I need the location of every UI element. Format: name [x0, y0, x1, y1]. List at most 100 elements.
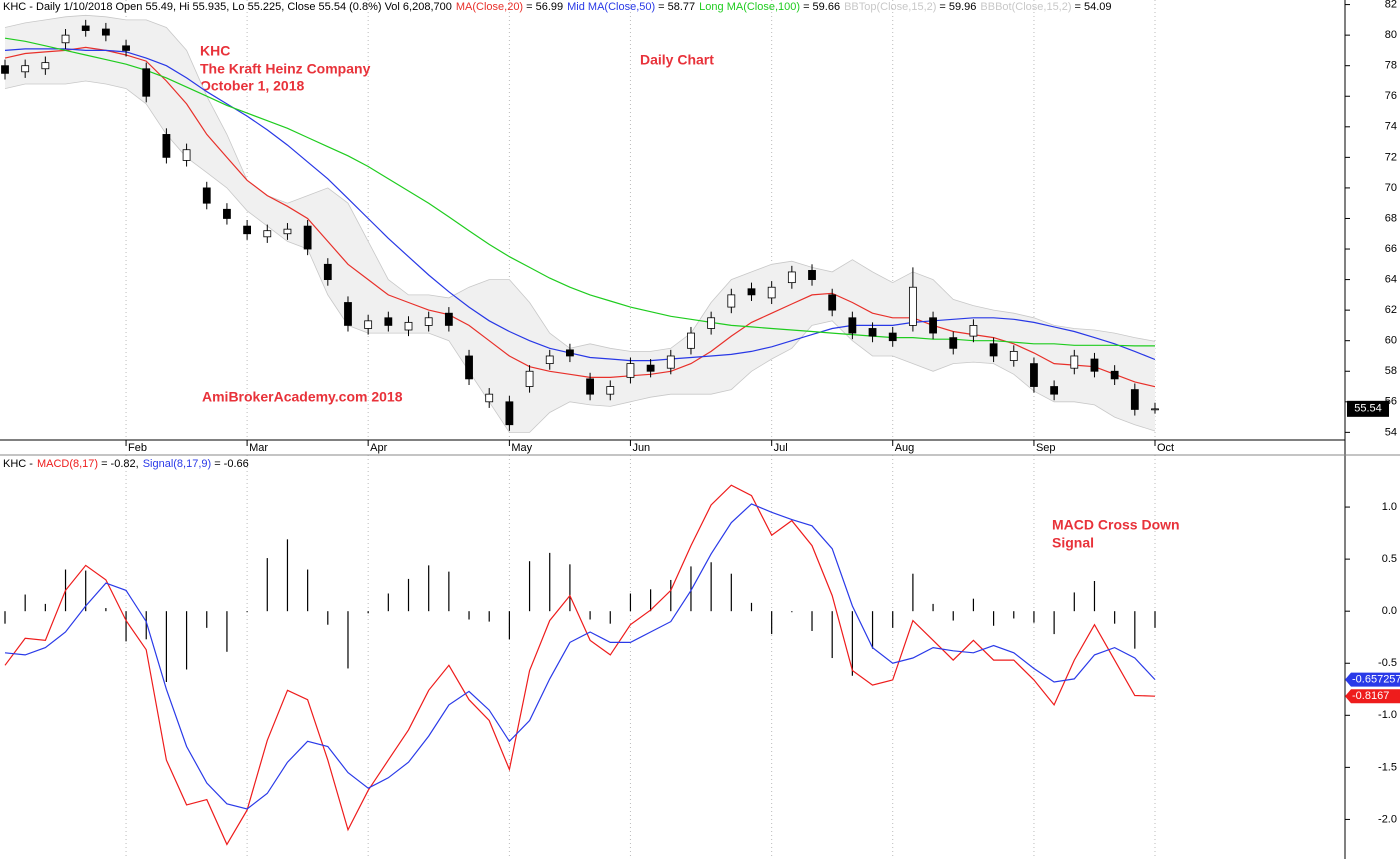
candle-body — [566, 349, 574, 357]
candle-body — [908, 286, 917, 326]
x-tick-label: Oct — [1157, 442, 1174, 454]
x-tick-label: Jul — [774, 442, 788, 454]
candle-body — [989, 343, 998, 357]
candle-body — [323, 263, 332, 280]
annotation: KHC — [200, 43, 230, 59]
band-fill — [5, 15, 1155, 433]
y-tick-label: 72 — [1385, 151, 1397, 163]
legend-name: Signal(8,17,9) — [143, 458, 212, 470]
candle-body — [949, 337, 958, 349]
candle-body — [344, 302, 352, 326]
y-tick-label: 0.5 — [1382, 553, 1397, 565]
candle-body — [707, 317, 716, 329]
y-tick-label: 62 — [1385, 304, 1397, 316]
y-tick-label: 54 — [1385, 426, 1397, 438]
candle-body — [122, 45, 130, 51]
y-tick-label: 80 — [1385, 29, 1397, 41]
legend-value: = -0.66 — [214, 458, 249, 470]
band-line — [4, 14, 1156, 352]
y-tick-label: 0.0 — [1382, 605, 1397, 617]
candle-body — [646, 364, 655, 372]
y-tick-label: 64 — [1385, 273, 1397, 285]
candle-body — [61, 34, 70, 44]
candle-body — [41, 62, 50, 70]
candle-body — [465, 355, 473, 380]
y-tick-label: 66 — [1385, 243, 1397, 255]
ma-line — [4, 37, 1155, 347]
candle-body — [223, 208, 231, 219]
candle-body — [81, 25, 90, 31]
candle-body — [243, 225, 252, 235]
legend-value: = 59.96 — [939, 1, 976, 13]
candle-body — [263, 230, 272, 238]
candle-body — [545, 355, 554, 365]
macd-line — [4, 503, 1156, 810]
candle-body — [808, 270, 816, 280]
ma-line — [4, 48, 1156, 362]
x-tick-label: Sep — [1036, 442, 1056, 454]
x-tick-label: Aug — [895, 442, 915, 454]
legend-name: BBBot(Close,15,2) — [980, 1, 1071, 13]
candle-body — [303, 225, 312, 250]
candle-body — [101, 28, 110, 36]
x-tick-label: May — [511, 442, 532, 454]
y-tick-label: -0.5 — [1378, 657, 1397, 669]
legend-value: = 58.77 — [658, 1, 695, 13]
y-tick-label: 60 — [1385, 335, 1397, 347]
candle-body — [626, 363, 635, 378]
y-tick-label: 74 — [1385, 121, 1397, 133]
candle-body — [1110, 370, 1119, 380]
legend-name: BBTop(Close,15,2) — [844, 1, 936, 13]
legend-value: = 54.09 — [1075, 1, 1112, 13]
header: KHC - Daily 1/10/2018 Open 55.49, Hi 55.… — [3, 1, 1112, 13]
x-tick-label: Mar — [249, 442, 268, 454]
candle-body — [1050, 386, 1059, 395]
y-tick-label: 58 — [1385, 365, 1397, 377]
price-tag: 55.54 — [1354, 403, 1382, 415]
candle-body — [1, 65, 9, 74]
price-tag-box — [1347, 400, 1389, 417]
annotation: MACD Cross Down — [1052, 517, 1180, 533]
candle-body — [182, 149, 191, 161]
candle-body — [747, 288, 756, 296]
y-tick-label: 1.0 — [1382, 501, 1397, 513]
y-tick-label: -1.5 — [1378, 761, 1397, 773]
candle-body — [424, 317, 433, 326]
value-tag: -0.8167 — [1352, 690, 1389, 702]
value-tag: -0.657257 — [1352, 674, 1400, 686]
candle-body — [444, 312, 453, 326]
annotation: The Kraft Heinz Company — [200, 61, 371, 77]
y-tick-label: 82 — [1385, 0, 1397, 10]
candle-body — [1130, 389, 1139, 410]
candle-body — [666, 355, 675, 369]
candle-body — [21, 65, 30, 73]
header-text: KHC - Daily 1/10/2018 Open 55.49, Hi 55.… — [3, 1, 452, 13]
y-tick-label: -1.0 — [1378, 709, 1397, 721]
candle-body — [868, 328, 877, 337]
legend-name: MACD(8,17) — [37, 458, 98, 470]
x-tick-label: Feb — [128, 442, 147, 454]
candle-body — [1090, 358, 1099, 372]
candle-body — [202, 187, 211, 204]
x-tick-label: Apr — [370, 442, 387, 454]
y-tick-label: -2.0 — [1378, 813, 1397, 825]
value-tag-box — [1345, 689, 1400, 704]
legend-name: Mid MA(Close,50) — [567, 1, 655, 13]
candle-body — [888, 332, 897, 342]
ma-line — [4, 46, 1156, 388]
candle-body — [687, 332, 695, 349]
candle-body — [929, 317, 937, 334]
y-tick-label: 78 — [1385, 60, 1397, 72]
candle-body — [848, 317, 857, 334]
candle-body — [1070, 355, 1079, 369]
annotation: October 1, 2018 — [200, 78, 304, 94]
annotation: Signal — [1052, 535, 1094, 551]
candle-body — [727, 294, 736, 308]
candle-body — [1030, 363, 1038, 387]
candle-body — [606, 386, 615, 395]
candle-body — [485, 393, 494, 403]
legend-value: = 56.99 — [526, 1, 563, 13]
candle-body — [1009, 350, 1018, 361]
